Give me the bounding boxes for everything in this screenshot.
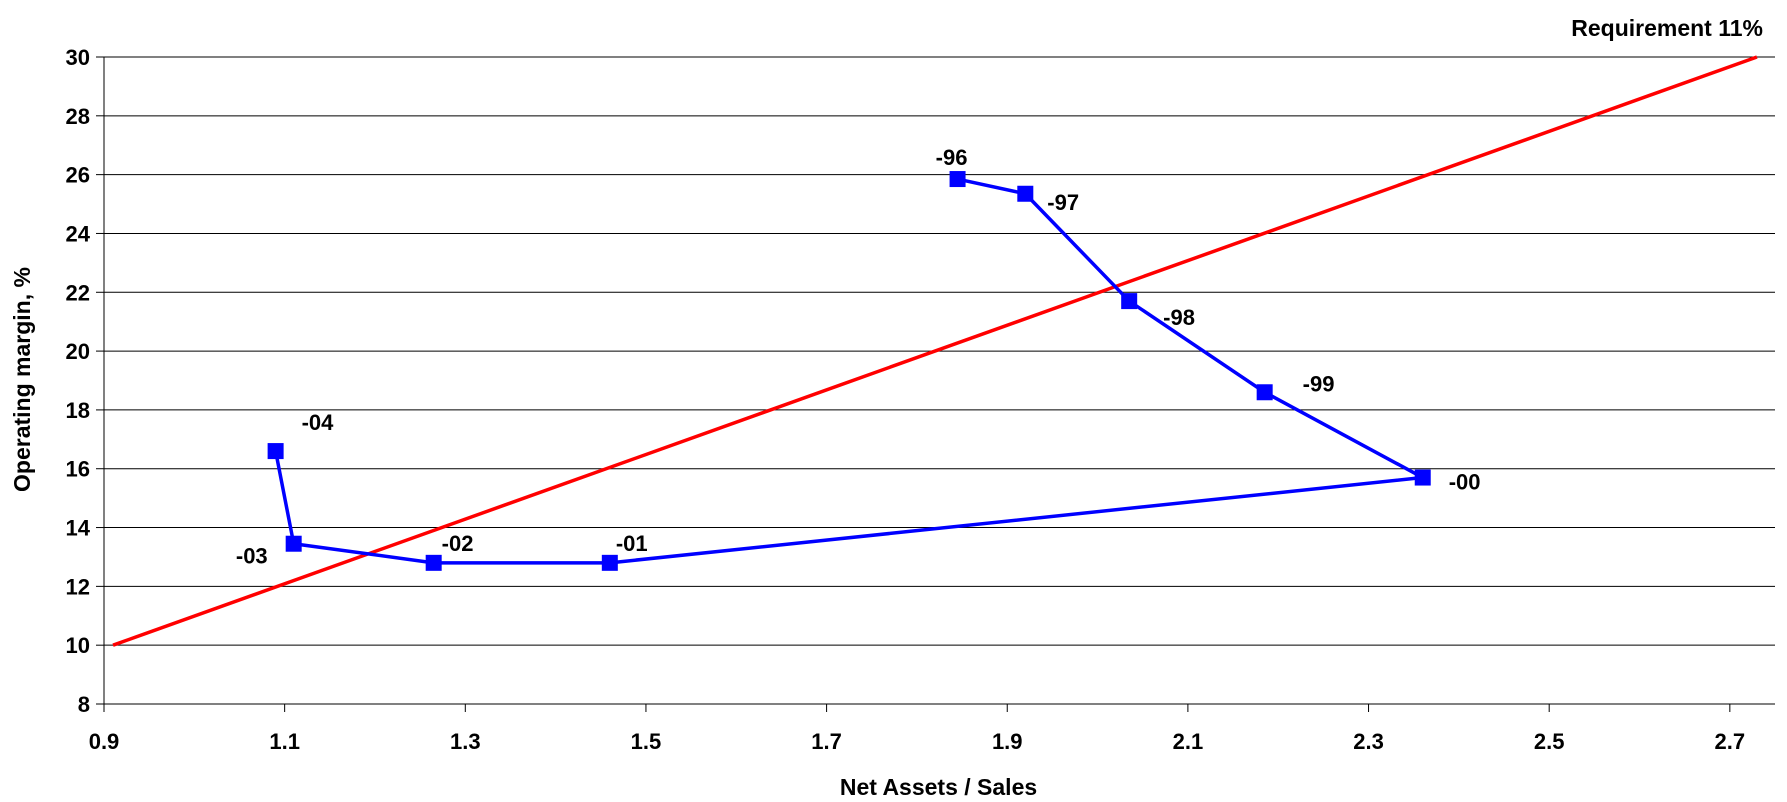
axes: [96, 56, 1775, 712]
x-tick-label: 2.1: [1173, 729, 1204, 754]
data-point: [1121, 293, 1138, 310]
point-label: -97: [1047, 190, 1079, 215]
data-point: [949, 171, 966, 188]
point-label: -02: [442, 531, 474, 556]
y-tick-label: 24: [66, 221, 91, 246]
y-tick-label: 8: [78, 692, 90, 717]
y-tick-label: 10: [66, 633, 90, 658]
point-label: -04: [302, 410, 335, 435]
y-tick-label: 16: [66, 457, 90, 482]
point-label: -00: [1449, 470, 1481, 495]
data-point: [1256, 384, 1273, 401]
x-tick-label: 2.5: [1534, 729, 1565, 754]
x-tick-label: 1.9: [992, 729, 1023, 754]
point-label: -98: [1163, 305, 1195, 330]
x-axis-label: Net Assets / Sales: [840, 774, 1037, 800]
point-label: -96: [936, 145, 968, 170]
y-tick-label: 22: [66, 280, 90, 305]
point-labels: -96 -97 -98 -99 -00 -01 -02 -03 -04: [236, 145, 1481, 569]
y-tick-label: 30: [66, 45, 90, 70]
y-tick-label: 14: [66, 516, 91, 541]
x-tick-label: 1.3: [450, 729, 481, 754]
point-label: -99: [1303, 371, 1335, 396]
x-tick-label: 2.7: [1715, 729, 1746, 754]
y-tick-labels: 8 10 12 14 16 18 20 22 24 26 28 30: [66, 45, 91, 717]
data-point: [267, 443, 284, 460]
y-tick-label: 18: [66, 398, 90, 423]
x-tick-labels: 0.9 1.1 1.3 1.5 1.7 1.9 2.1 2.3 2.5 2.7: [89, 729, 1745, 754]
data-point: [425, 554, 442, 571]
data-point: [1414, 469, 1431, 486]
y-tick-label: 12: [66, 574, 90, 599]
point-label: -01: [616, 531, 648, 556]
y-tick-label: 20: [66, 339, 90, 364]
x-tick-label: 1.5: [631, 729, 662, 754]
data-point: [601, 554, 618, 571]
x-tick-label: 1.7: [811, 729, 842, 754]
x-tick-label: 1.1: [269, 729, 300, 754]
data-point: [1017, 185, 1034, 202]
y-tick-label: 28: [66, 104, 90, 129]
series: [112, 55, 1758, 647]
requirement-line-label: Requirement 11%: [1571, 15, 1763, 41]
y-axis-label: Operating margin, %: [9, 267, 35, 492]
x-tick-label: 2.3: [1353, 729, 1384, 754]
y-tick-label: 26: [66, 163, 90, 188]
data-point: [285, 535, 302, 552]
point-label: -03: [236, 544, 268, 569]
requirement-line: [112, 55, 1758, 647]
x-tick-label: 0.9: [89, 729, 120, 754]
